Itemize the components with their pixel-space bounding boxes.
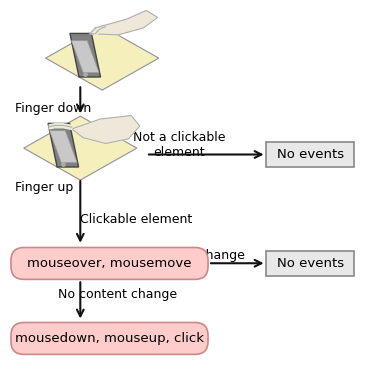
- Polygon shape: [72, 41, 99, 73]
- Polygon shape: [49, 124, 72, 129]
- FancyBboxPatch shape: [266, 251, 354, 276]
- Polygon shape: [46, 26, 159, 90]
- Text: mouseover, mousemove: mouseover, mousemove: [27, 257, 192, 270]
- Polygon shape: [70, 33, 100, 77]
- Polygon shape: [50, 131, 77, 163]
- Text: Content change: Content change: [145, 249, 245, 262]
- Polygon shape: [95, 27, 105, 37]
- Text: No events: No events: [277, 148, 344, 161]
- Text: Clickable element: Clickable element: [80, 213, 193, 226]
- Polygon shape: [48, 123, 78, 167]
- Text: mousedown, mouseup, click: mousedown, mouseup, click: [15, 332, 204, 345]
- Text: Finger up: Finger up: [15, 181, 73, 194]
- Polygon shape: [24, 116, 137, 180]
- FancyBboxPatch shape: [11, 248, 208, 279]
- Text: No events: No events: [277, 257, 344, 270]
- Text: No content change: No content change: [58, 288, 177, 301]
- Text: Not a clickable
element: Not a clickable element: [132, 131, 225, 159]
- Polygon shape: [90, 10, 158, 35]
- Polygon shape: [72, 116, 140, 144]
- FancyBboxPatch shape: [266, 142, 354, 167]
- Text: Finger down: Finger down: [15, 102, 91, 115]
- FancyBboxPatch shape: [11, 322, 208, 354]
